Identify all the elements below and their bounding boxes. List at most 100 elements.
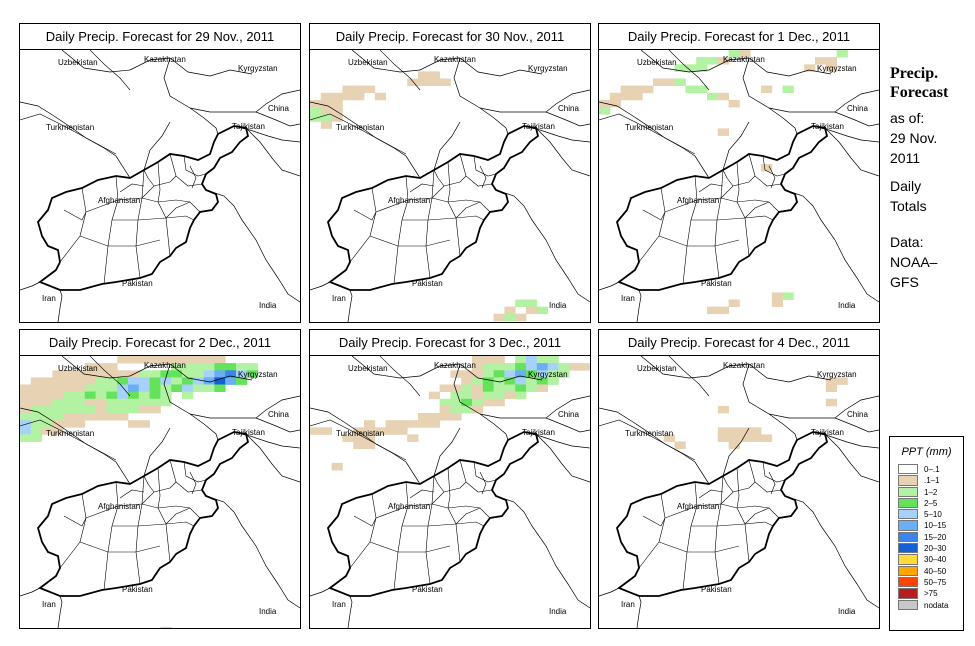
precip-cell xyxy=(364,420,376,428)
province-border xyxy=(59,187,87,263)
precip-cell xyxy=(482,370,494,378)
country-label-afghanistan: Afghanistan xyxy=(388,502,430,511)
precip-cell xyxy=(74,377,86,385)
country-border xyxy=(57,595,63,628)
precip-cell xyxy=(63,398,75,407)
precip-cell xyxy=(472,370,484,378)
province-border xyxy=(409,489,435,499)
province-border xyxy=(375,197,449,213)
precip-cell xyxy=(84,370,96,378)
precip-cell xyxy=(472,356,484,364)
precip-map: Kazakhstan Uzbekistan Kyrgyzstan China Turkm… xyxy=(20,356,300,628)
precip-cell xyxy=(674,78,686,86)
legend-row: >75 xyxy=(890,588,963,599)
precip-cell xyxy=(138,420,150,428)
precip-cell xyxy=(41,413,53,421)
country-label-turkmenistan: Turkmenistan xyxy=(46,429,94,438)
precip-cell xyxy=(149,377,161,385)
province-border xyxy=(425,475,435,585)
precip-cell xyxy=(52,398,64,407)
precip-cell xyxy=(95,377,107,385)
precip-cell xyxy=(192,377,204,385)
country-border xyxy=(784,189,879,303)
precip-cells xyxy=(20,356,258,628)
precip-cell xyxy=(439,78,451,86)
precip-cell xyxy=(717,427,729,435)
precip-cell xyxy=(149,391,161,400)
precip-cell xyxy=(493,370,505,378)
legend-label: 2–5 xyxy=(924,498,938,508)
precip-cell xyxy=(106,413,118,421)
precip-cell xyxy=(536,384,548,392)
country-border xyxy=(20,281,41,291)
precip-cell xyxy=(84,363,96,371)
country-label-afghanistan: Afghanistan xyxy=(388,196,430,205)
precip-cell xyxy=(52,391,64,400)
precip-cell xyxy=(418,413,430,421)
province-border xyxy=(638,187,666,263)
country-border xyxy=(169,57,253,77)
legend-swatch xyxy=(898,520,918,531)
asof-label: as of: xyxy=(890,110,925,126)
precip-cell xyxy=(320,427,332,435)
precip-cell xyxy=(320,121,332,129)
precip-cell xyxy=(364,441,376,449)
afghanistan-border xyxy=(327,125,540,291)
precip-cell xyxy=(418,420,430,428)
precip-cell xyxy=(41,391,53,400)
country-label-tajikistan: Tajikistan xyxy=(811,428,844,437)
country-border xyxy=(205,189,300,303)
precip-cell xyxy=(407,434,419,442)
panel-map: Kazakhstan Uzbekistan Kyrgyzstan China Turkm… xyxy=(20,356,300,628)
precip-cell xyxy=(739,434,751,442)
precip-cell xyxy=(815,57,827,65)
precip-cell xyxy=(428,71,440,79)
precip-cell xyxy=(493,384,505,392)
afghanistan-border xyxy=(327,431,540,597)
precip-cell xyxy=(106,398,118,407)
precip-cell xyxy=(750,434,762,442)
precip-cell xyxy=(342,92,354,101)
precip-cell xyxy=(117,413,129,421)
precip-cell xyxy=(482,377,494,385)
precip-cell xyxy=(160,391,172,400)
precip-cell xyxy=(663,434,675,442)
precip-cell xyxy=(782,85,794,94)
precip-cell xyxy=(138,384,150,392)
precip-cell xyxy=(353,85,365,94)
precip-cell xyxy=(30,413,42,421)
country-label-china: China xyxy=(268,104,289,113)
province-border xyxy=(135,475,145,585)
province-border xyxy=(79,541,161,553)
precip-cell xyxy=(825,64,837,72)
legend-label: 15–20 xyxy=(924,532,947,542)
precip-cell xyxy=(536,306,548,315)
precip-cell xyxy=(192,370,204,378)
legend-label: 40–50 xyxy=(924,566,947,576)
country-border xyxy=(453,57,509,135)
precip-cell xyxy=(106,391,118,400)
province-border xyxy=(642,515,666,527)
precip-cell xyxy=(418,71,430,79)
province-border xyxy=(691,521,774,527)
precip-cell xyxy=(30,384,42,392)
precip-cell xyxy=(728,99,740,108)
province-border xyxy=(736,505,780,519)
province-border xyxy=(744,201,770,219)
country-label-iran: Iran xyxy=(621,600,635,609)
precip-cell xyxy=(674,64,686,72)
precip-cell xyxy=(685,64,697,72)
precip-cell xyxy=(761,434,773,442)
province-border xyxy=(143,169,155,187)
province-border xyxy=(157,505,201,519)
legend-row: 30–40 xyxy=(890,554,963,565)
province-border xyxy=(103,481,119,591)
precip-cell xyxy=(149,405,161,414)
precip-cell xyxy=(214,363,226,371)
precip-cell xyxy=(310,107,322,115)
precip-cell xyxy=(364,427,376,435)
precip-cell xyxy=(149,398,161,407)
precip-cell xyxy=(782,292,794,300)
precip-cell xyxy=(385,427,397,435)
precip-cell xyxy=(728,427,740,435)
